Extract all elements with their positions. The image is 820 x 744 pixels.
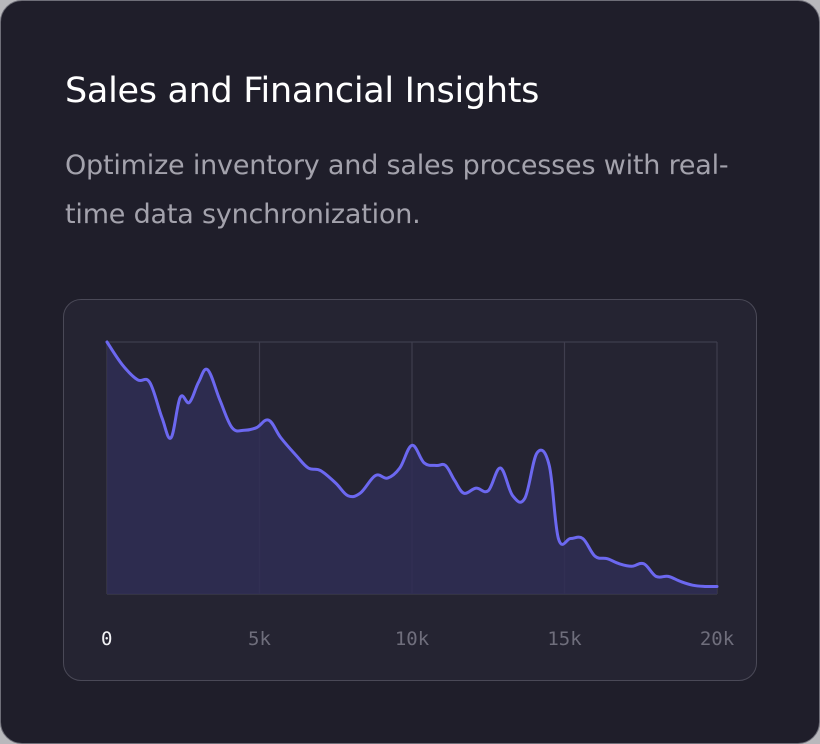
data-point — [386, 476, 390, 480]
x-tick-label: 5k — [248, 628, 271, 650]
data-point — [581, 537, 585, 541]
data-point — [206, 368, 210, 372]
data-point — [593, 554, 597, 558]
x-tick-label: 0 — [101, 628, 112, 650]
data-point — [422, 461, 426, 465]
data-point — [498, 466, 502, 470]
x-axis-ticks: 0 5k 10k 15k 20k — [101, 628, 735, 650]
series-area — [107, 342, 717, 594]
data-point — [691, 583, 695, 587]
data-point — [605, 557, 609, 561]
data-point — [373, 474, 377, 478]
data-point — [398, 466, 402, 470]
data-point — [105, 340, 109, 344]
data-point — [410, 443, 414, 447]
series-line — [105, 340, 719, 589]
x-tick-label: 20k — [700, 628, 735, 650]
data-point — [511, 494, 515, 498]
data-point — [334, 481, 338, 485]
card-title: Sales and Financial Insights — [65, 71, 540, 111]
data-point — [169, 436, 173, 440]
data-point — [267, 418, 271, 422]
data-point — [346, 494, 350, 498]
data-point — [556, 537, 560, 541]
chart-panel: 0 5k 10k 15k 20k — [63, 299, 757, 681]
data-point — [630, 564, 634, 568]
data-point — [617, 562, 621, 566]
data-point — [654, 574, 658, 578]
data-point — [120, 363, 124, 367]
data-point — [136, 378, 140, 382]
data-point — [462, 491, 466, 495]
data-point — [306, 466, 310, 470]
data-point — [666, 574, 670, 578]
data-point — [642, 562, 646, 566]
data-point — [218, 398, 222, 402]
data-point — [703, 584, 707, 588]
data-point — [523, 496, 527, 500]
data-point — [569, 537, 573, 541]
data-point — [230, 426, 234, 430]
data-point — [453, 479, 457, 483]
data-point — [547, 463, 551, 467]
data-point — [160, 416, 164, 420]
card-description: Optimize inventory and sales processes w… — [65, 150, 729, 230]
data-point — [434, 463, 438, 467]
data-point — [178, 395, 182, 399]
data-point — [187, 400, 191, 404]
data-point — [242, 428, 246, 432]
sales-area-chart: 0 5k 10k 15k 20k — [101, 340, 735, 650]
data-point — [319, 469, 323, 473]
x-tick-label: 10k — [395, 628, 430, 650]
data-point — [358, 491, 362, 495]
data-point — [197, 380, 201, 384]
data-point — [678, 579, 682, 583]
data-point — [279, 436, 283, 440]
data-point — [535, 451, 539, 455]
data-point — [294, 453, 298, 457]
data-point — [444, 463, 448, 467]
data-point — [715, 584, 719, 588]
data-point — [486, 489, 490, 493]
data-point — [148, 380, 152, 384]
data-point — [254, 426, 258, 430]
x-tick-label: 15k — [547, 628, 582, 650]
data-point — [474, 486, 478, 490]
